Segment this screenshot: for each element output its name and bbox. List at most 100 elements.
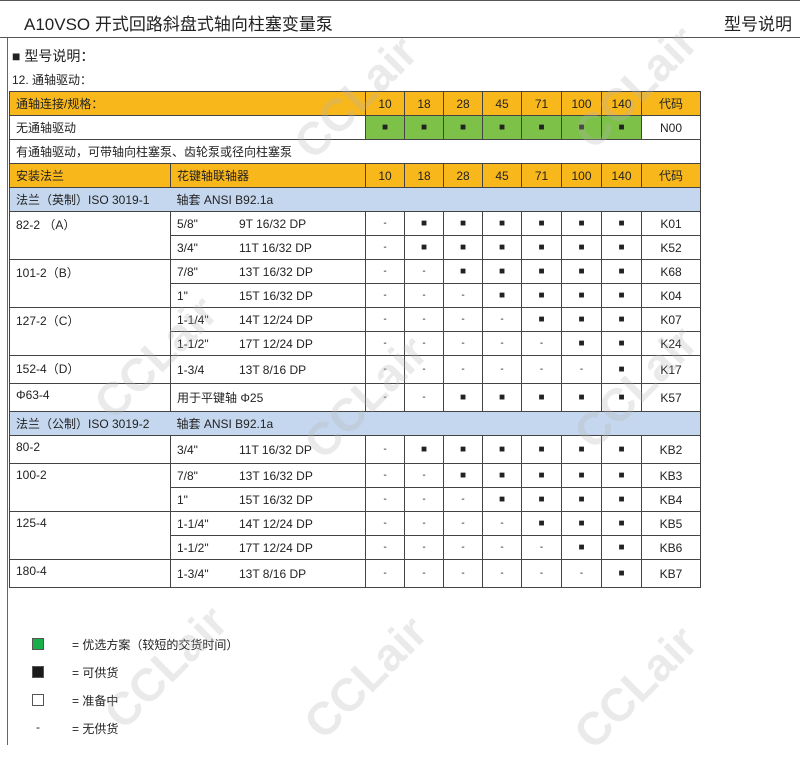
availability-mark: ■ xyxy=(443,115,483,140)
order-code: KB2 xyxy=(641,435,701,464)
left-rule xyxy=(7,38,8,745)
availability-mark: ■ xyxy=(443,383,483,412)
spline-size: 1-1/4" xyxy=(177,312,209,327)
spline-size: 1-3/4" xyxy=(177,566,209,581)
size-header: 10 xyxy=(365,91,405,116)
spline-cell: 3/4" 11T 16/32 DP xyxy=(170,235,366,260)
availability-mark: - xyxy=(365,511,405,536)
spline-size: 1" xyxy=(177,492,188,507)
size-header: 100 xyxy=(561,163,602,188)
availability-mark: ■ xyxy=(561,535,602,560)
availability-mark: - xyxy=(404,535,444,560)
availability-mark: - xyxy=(365,559,405,588)
availability-mark: - xyxy=(521,559,562,588)
group-subtitle: 轴套 ANSI B92.1a xyxy=(170,187,701,212)
availability-mark: - xyxy=(365,235,405,260)
availability-mark: - xyxy=(404,259,444,284)
spline-size: 1-1/2" xyxy=(177,540,209,555)
availability-mark: ■ xyxy=(521,487,562,512)
availability-mark: - xyxy=(404,283,444,308)
spline-size: 5/8" xyxy=(177,216,198,231)
order-code: KB4 xyxy=(641,487,701,512)
spline-teeth: 15T 16/32 DP xyxy=(239,492,313,507)
availability-mark: ■ xyxy=(521,435,562,464)
table-row: 101-2（B） 7/8" 13T 16/32 DP - - ■ ■ ■ ■ ■ K68 xyxy=(9,259,701,308)
size-header: 28 xyxy=(443,163,483,188)
availability-mark: ■ xyxy=(601,331,642,356)
flange-name: 152-4（D） xyxy=(9,355,171,384)
group-title: 法兰（公制）ISO 3019-2 xyxy=(9,411,171,436)
availability-mark: ■ xyxy=(601,283,642,308)
table-row: 3/4" 11T 16/32 DP - ■ ■ ■ ■ ■ ■ K52 xyxy=(10,235,701,260)
spline-teeth: 14T 12/24 DP xyxy=(239,516,313,531)
spline-size: 1" xyxy=(177,288,188,303)
availability-mark: ■ xyxy=(482,435,522,464)
spline-cell: 1-1/2" 17T 12/24 DP xyxy=(170,535,366,560)
availability-mark: ■ xyxy=(521,283,562,308)
table-row: Φ63-4 用于平键轴 Φ25- - ■ ■ ■ ■ ■ K57 xyxy=(9,383,701,412)
flange-name: Φ63-4 xyxy=(9,383,171,412)
availability-mark: ■ xyxy=(601,307,642,332)
row-label: 无通轴驱动 xyxy=(9,115,366,140)
spline-teeth: 13T 16/32 DP xyxy=(239,264,313,279)
spline-teeth: 17T 12/24 DP xyxy=(239,336,313,351)
availability-mark: ■ xyxy=(482,211,522,236)
availability-mark: ■ xyxy=(561,283,602,308)
availability-mark: ■ xyxy=(404,235,444,260)
order-code: K01 xyxy=(641,211,701,236)
availability-mark: - xyxy=(561,355,602,384)
availability-mark: - xyxy=(365,435,405,464)
size-header: 10 xyxy=(365,163,405,188)
availability-mark: - xyxy=(365,307,405,332)
table-row: 82-2 （A） 5/8" 9T 16/32 DP - ■ ■ ■ ■ ■ ■ K01 xyxy=(9,211,701,260)
spline-size: 3/4" xyxy=(177,442,198,457)
availability-mark: - xyxy=(365,331,405,356)
availability-mark: - xyxy=(443,331,483,356)
order-code: KB5 xyxy=(641,511,701,536)
availability-mark: ■ xyxy=(443,463,483,488)
availability-mark: ■ xyxy=(561,211,602,236)
availability-mark: - xyxy=(365,355,405,384)
flange-name: 101-2（B） xyxy=(9,259,171,308)
table-row: 127-2（C） 1-1/4" 14T 12/24 DP - - - - ■ ■ ■ K07 xyxy=(9,307,701,356)
availability-mark: - xyxy=(365,283,405,308)
availability-mark: - xyxy=(443,283,483,308)
availability-mark: - xyxy=(404,463,444,488)
order-code: K07 xyxy=(641,307,701,332)
availability-mark: ■ xyxy=(521,307,562,332)
page-section-label: 型号说明 xyxy=(724,15,792,34)
availability-mark: ■ xyxy=(601,383,642,412)
availability-mark: ■ xyxy=(561,235,602,260)
availability-mark: ■ xyxy=(561,463,602,488)
spline-size: 1-1/2" xyxy=(177,336,209,351)
availability-mark: ■ xyxy=(521,211,562,236)
spline-size: 3/4" xyxy=(177,240,198,255)
group-row: 法兰（公制）ISO 3019-2 轴套 ANSI B92.1a xyxy=(9,411,701,436)
availability-mark: ■ xyxy=(601,355,642,384)
availability-mark: ■ xyxy=(521,463,562,488)
spline-size: 用于平键轴 Φ25 xyxy=(177,391,264,405)
table-row: 180-4 1-3/4" 13T 8/16 DP - - - - - - ■ KB7 xyxy=(9,559,701,588)
availability-mark: - xyxy=(443,559,483,588)
availability-mark: ■ xyxy=(561,511,602,536)
availability-mark: - xyxy=(443,307,483,332)
size-header: 140 xyxy=(601,163,642,188)
note-text: 有通轴驱动，可带轴向柱塞泵、齿轮泵或径向柱塞泵 xyxy=(9,139,701,164)
legend-text: = 优选方案（较短的交货时间） xyxy=(72,638,239,652)
spline-teeth: 17T 12/24 DP xyxy=(239,540,313,555)
availability-mark: ■ xyxy=(521,235,562,260)
availability-mark: - xyxy=(365,259,405,284)
availability-mark: - xyxy=(404,487,444,512)
coupling-header: 花键轴联轴器 xyxy=(170,163,366,188)
watermark: CCLair xyxy=(293,605,438,749)
order-code: KB3 xyxy=(641,463,701,488)
table-row: 无通轴驱动 ■ ■ ■ ■ ■ ■ ■ N00 xyxy=(9,115,701,140)
spline-teeth: 11T 16/32 DP xyxy=(239,442,312,457)
availability-mark: ■ xyxy=(482,283,522,308)
spline-cell: 用于平键轴 Φ25 xyxy=(170,383,366,412)
availability-mark: ■ xyxy=(482,487,522,512)
availability-mark: ■ xyxy=(482,115,522,140)
size-header: 100 xyxy=(561,91,602,116)
spline-size: 7/8" xyxy=(177,264,198,279)
dash-icon: - xyxy=(36,720,40,734)
